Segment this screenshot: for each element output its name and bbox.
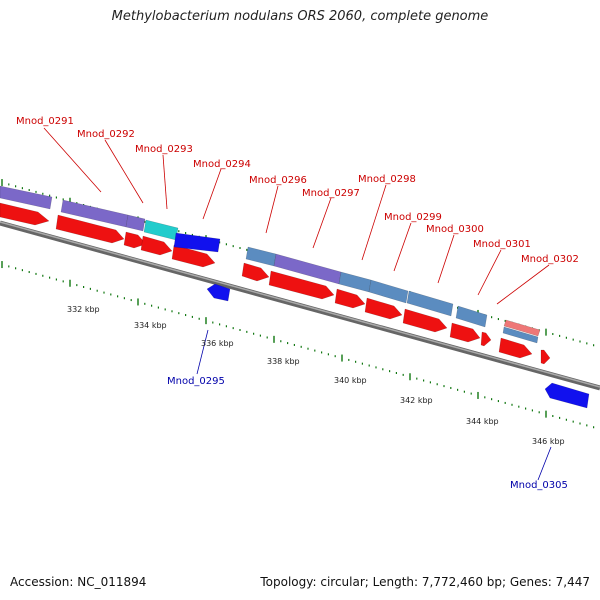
cog-box: [245, 246, 277, 267]
cds-arrow: [173, 232, 221, 253]
gene-label: Mnod_0299: [384, 212, 442, 223]
cds-arrow: [241, 262, 270, 282]
leader-lines: [43, 127, 552, 481]
gene-label: Mnod_0293: [135, 144, 193, 155]
kbp-label: 340 kbp: [334, 376, 367, 385]
genome-backbone: [0, 220, 600, 391]
cds-arrow: [540, 349, 551, 365]
kbp-label: 332 kbp: [67, 305, 100, 314]
inner-tick-track: [1, 261, 595, 429]
cog-box: [143, 219, 179, 241]
cog-box: [368, 279, 409, 304]
kbp-label: 342 kbp: [400, 396, 433, 405]
cog-box: [125, 214, 146, 232]
cds-arrow: [480, 331, 492, 347]
gene-label: Mnod_0301: [473, 239, 531, 250]
cds-arrow: [544, 382, 590, 409]
cds-arrow: [0, 202, 50, 226]
cds-arrow: [498, 337, 533, 359]
gene-label: Mnod_0297: [302, 188, 360, 199]
cog-box: [455, 305, 488, 328]
cds-arrow: [364, 297, 403, 320]
gene-label: Mnod_0295: [167, 376, 225, 387]
cog-box: [502, 326, 539, 344]
reverse-cds-track: [173, 232, 590, 409]
gene-label: Mnod_0292: [77, 129, 135, 140]
cog-box: [338, 271, 372, 293]
cog-box: [503, 319, 541, 337]
cds-arrow: [140, 235, 173, 256]
cds-arrow: [55, 214, 125, 244]
gene-label: Mnod_0291: [16, 116, 74, 127]
forward-cds-track: [0, 202, 551, 365]
kbp-label: 336 kbp: [201, 339, 234, 348]
gene-label: Mnod_0294: [193, 159, 251, 170]
kbp-label: 344 kbp: [466, 417, 499, 426]
kbp-label: 338 kbp: [267, 357, 300, 366]
genome-summary-text: Topology: circular; Length: 7,772,460 bp…: [260, 575, 590, 589]
gene-label: Mnod_0300: [426, 224, 484, 235]
cog-box: [0, 185, 53, 210]
gene-labels: Mnod_0291 Mnod_0292 Mnod_0293 Mnod_0294 …: [16, 116, 579, 491]
cds-arrow: [268, 270, 335, 300]
accession-text: Accession: NC_011894: [10, 575, 147, 589]
gene-label: Mnod_0296: [249, 175, 307, 186]
cds-arrow: [206, 283, 231, 302]
cds-arrow: [402, 308, 448, 333]
cds-arrow: [334, 288, 366, 309]
gene-label: Mnod_0302: [521, 254, 579, 265]
kbp-label: 334 kbp: [134, 321, 167, 330]
gene-label: Mnod_0305: [510, 480, 568, 491]
cds-arrow: [171, 244, 216, 268]
cog-track: [0, 185, 541, 344]
kbp-label: 346 kbp: [532, 437, 565, 446]
cds-arrow: [449, 322, 481, 343]
map-title: Methylobacterium nodulans ORS 2060, comp…: [111, 9, 489, 24]
axis-labels: 332 kbp 334 kbp 336 kbp 338 kbp 340 kbp …: [67, 305, 565, 446]
gene-label: Mnod_0298: [358, 174, 416, 185]
cds-arrow: [123, 231, 147, 249]
cog-box: [406, 290, 454, 317]
